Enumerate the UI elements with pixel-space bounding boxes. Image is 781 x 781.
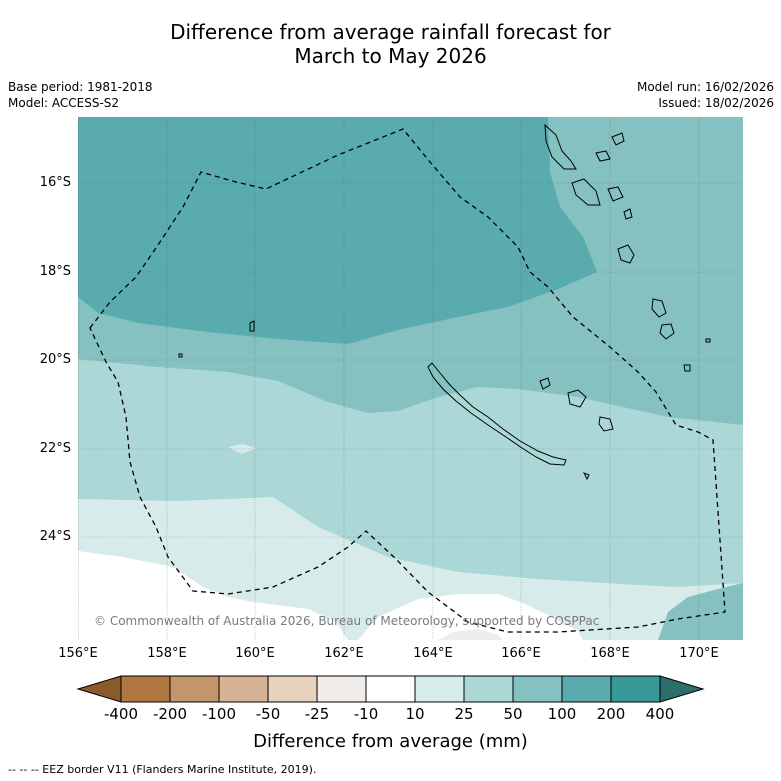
colorbar-tick: -10 [353, 705, 379, 723]
region-white-sc [358, 594, 583, 640]
colorbar-swatch [463, 675, 514, 703]
meta-right: Model run: 16/02/2026 Issued: 18/02/2026 [637, 79, 774, 111]
island-north-2 [611, 132, 625, 146]
colorbar-tick: -400 [103, 705, 139, 723]
title-line-1: Difference from average rainfall forecas… [170, 20, 611, 44]
island-lifou [567, 389, 587, 408]
colorbar-swatch [365, 675, 416, 703]
island-espiritu-santo [544, 123, 577, 170]
island-aneityum [659, 323, 675, 340]
lon-label-160e: 160°E [235, 646, 275, 661]
lon-label-170e: 170°E [679, 646, 719, 661]
colorbar-swatch [414, 675, 465, 703]
island-walpole [582, 472, 590, 481]
colorbar-label: Difference from average (mm) [253, 731, 528, 752]
region-pale-patch [228, 444, 256, 454]
colorbar-tick: 50 [503, 705, 523, 723]
colorbar-tick: 10 [405, 705, 425, 723]
lat-label-22s: 22°S [39, 441, 71, 456]
chart-title: Difference from average rainfall forecas… [0, 20, 781, 68]
colorbar-swatch [120, 675, 171, 703]
colorbar-swatch [316, 675, 367, 703]
island-futuna [683, 364, 691, 372]
island-efate [607, 186, 624, 202]
island-north-1 [595, 150, 611, 162]
colorbar-swatch [169, 675, 220, 703]
eez-footnote: -- -- -- EEZ border V11 (Flanders Marine… [8, 763, 317, 776]
model-name: Model: ACCESS-S2 [8, 96, 120, 110]
colorbar-tick: 400 [645, 705, 675, 723]
lon-label-166e: 166°E [501, 646, 541, 661]
colorbar-tick: 25 [454, 705, 474, 723]
lat-label-20s: 20°S [39, 352, 71, 367]
colorbar-tick: -200 [152, 705, 188, 723]
map [78, 117, 743, 640]
colorbar-tick: -25 [304, 705, 330, 723]
island-chesterfield [249, 320, 255, 332]
colorbar-extend-high [659, 675, 705, 703]
lon-label-168e: 168°E [590, 646, 630, 661]
lon-label-158e: 158°E [147, 646, 187, 661]
island-tanna [651, 298, 667, 318]
island-new-caledonia [427, 362, 567, 466]
island-mare [598, 416, 614, 432]
region-near-zero [438, 629, 503, 640]
colorbar-extend-low [76, 675, 122, 703]
island-erromango [617, 244, 635, 264]
island-north-3 [623, 208, 633, 220]
colorbar-tick: 200 [596, 705, 626, 723]
colorbar-tick: -100 [201, 705, 237, 723]
lon-label-156e: 156°E [58, 646, 98, 661]
island-matthew [705, 338, 711, 343]
gridlines [78, 117, 743, 640]
lon-label-162e: 162°E [324, 646, 364, 661]
colorbar-tick: 100 [547, 705, 577, 723]
colorbar-tick: -50 [255, 705, 281, 723]
island-malekula [571, 178, 601, 206]
colorbar-swatch [512, 675, 563, 703]
model-run: Model run: 16/02/2026 [636, 80, 774, 94]
issued-date: Issued: 18/02/2026 [658, 96, 774, 110]
coastlines [178, 123, 711, 481]
colorbar-swatch [267, 675, 318, 703]
colorbar-swatch [218, 675, 269, 703]
lon-label-164e: 164°E [413, 646, 453, 661]
region-white-sw [78, 551, 348, 640]
colorbar [76, 675, 705, 703]
eez-border [89, 128, 726, 633]
region-mid-teal-se [658, 583, 743, 640]
copyright-notice: © Commonwealth of Australia 2026, Bureau… [94, 614, 600, 628]
lat-label-18s: 18°S [39, 264, 71, 279]
island-mellish [178, 353, 183, 358]
island-ouvea [539, 377, 551, 390]
meta-left: Base period: 1981-2018 Model: ACCESS-S2 [8, 79, 153, 111]
colorbar-swatch [561, 675, 612, 703]
lat-label-16s: 16°S [39, 175, 71, 190]
colorbar-swatch [610, 675, 661, 703]
lat-label-24s: 24°S [39, 529, 71, 544]
title-line-2: March to May 2026 [294, 44, 487, 68]
base-period: Base period: 1981-2018 [8, 80, 153, 94]
